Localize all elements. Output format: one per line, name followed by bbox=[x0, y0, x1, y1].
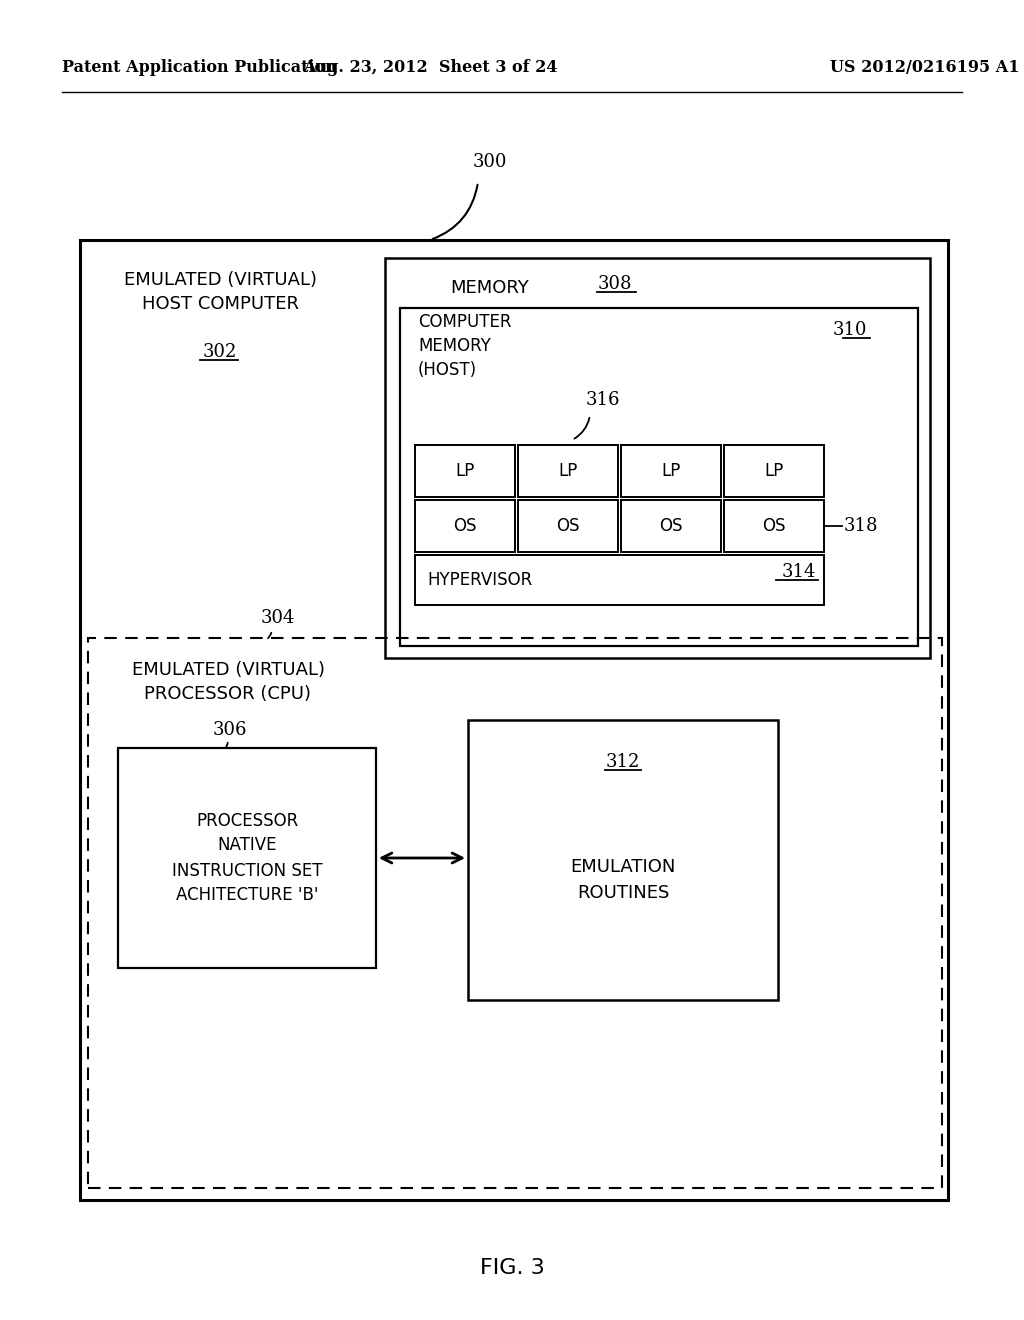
Bar bbox=[621, 500, 721, 552]
Text: MEMORY: MEMORY bbox=[450, 279, 528, 297]
Text: 308: 308 bbox=[598, 275, 633, 293]
Text: 316: 316 bbox=[586, 391, 621, 409]
Bar bbox=[385, 257, 930, 657]
Text: 310: 310 bbox=[833, 321, 867, 339]
Text: OS: OS bbox=[556, 517, 580, 535]
Text: 306: 306 bbox=[213, 721, 247, 739]
Text: COMPUTER
MEMORY
(HOST): COMPUTER MEMORY (HOST) bbox=[418, 313, 512, 379]
Bar bbox=[88, 638, 942, 1188]
Bar bbox=[118, 748, 376, 968]
Text: US 2012/0216195 A1: US 2012/0216195 A1 bbox=[830, 59, 1020, 77]
Text: OS: OS bbox=[762, 517, 785, 535]
Bar bbox=[415, 554, 824, 605]
Bar bbox=[415, 500, 515, 552]
Bar bbox=[724, 445, 824, 498]
Text: EMULATION
ROUTINES: EMULATION ROUTINES bbox=[570, 858, 676, 902]
Bar bbox=[518, 445, 618, 498]
Text: HYPERVISOR: HYPERVISOR bbox=[427, 572, 532, 589]
Bar bbox=[468, 719, 778, 1001]
Text: PROCESSOR
NATIVE
INSTRUCTION SET
ACHITECTURE 'B': PROCESSOR NATIVE INSTRUCTION SET ACHITEC… bbox=[172, 812, 323, 904]
Text: EMULATED (VIRTUAL)
PROCESSOR (CPU): EMULATED (VIRTUAL) PROCESSOR (CPU) bbox=[131, 661, 325, 702]
Text: OS: OS bbox=[454, 517, 477, 535]
Bar bbox=[621, 445, 721, 498]
Text: FIG. 3: FIG. 3 bbox=[479, 1258, 545, 1278]
Text: 318: 318 bbox=[844, 517, 879, 535]
Text: LP: LP bbox=[558, 462, 578, 480]
Bar bbox=[415, 445, 515, 498]
Text: Patent Application Publication: Patent Application Publication bbox=[62, 59, 337, 77]
Text: 304: 304 bbox=[261, 609, 295, 627]
Text: EMULATED (VIRTUAL)
HOST COMPUTER: EMULATED (VIRTUAL) HOST COMPUTER bbox=[124, 271, 316, 313]
Text: 302: 302 bbox=[203, 343, 238, 360]
Text: LP: LP bbox=[456, 462, 475, 480]
Bar bbox=[724, 500, 824, 552]
Text: 314: 314 bbox=[781, 564, 816, 581]
Text: 300: 300 bbox=[473, 153, 507, 172]
Text: LP: LP bbox=[764, 462, 783, 480]
Bar bbox=[80, 240, 948, 1200]
Text: 312: 312 bbox=[606, 752, 640, 771]
Bar bbox=[518, 500, 618, 552]
Text: LP: LP bbox=[662, 462, 681, 480]
Bar bbox=[400, 308, 918, 645]
Text: Aug. 23, 2012  Sheet 3 of 24: Aug. 23, 2012 Sheet 3 of 24 bbox=[303, 59, 557, 77]
Text: OS: OS bbox=[659, 517, 683, 535]
